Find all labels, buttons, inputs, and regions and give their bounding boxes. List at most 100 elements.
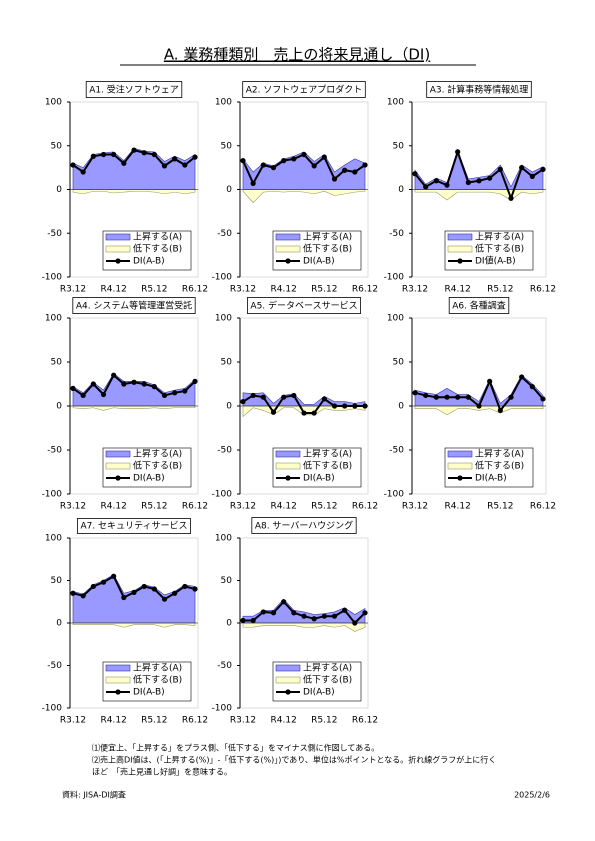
di-marker (121, 160, 127, 166)
y-tick-label: -50 (217, 446, 232, 456)
di-marker (141, 381, 147, 387)
di-marker (311, 410, 317, 416)
di-marker (161, 392, 168, 399)
y-tick-label: 100 (215, 314, 232, 324)
chart-title: A4. システム等管理運営受託 (76, 300, 192, 312)
y-tick-label: 100 (215, 534, 232, 544)
y-tick-label: 50 (393, 141, 405, 151)
legend-swatch (275, 676, 301, 684)
di-marker (70, 385, 76, 391)
di-marker (497, 166, 503, 172)
di-marker (281, 599, 287, 605)
legend-swatch (105, 450, 131, 458)
di-marker (240, 617, 246, 624)
y-tick-label: -50 (47, 229, 62, 239)
di-marker (311, 163, 317, 169)
page-title: A. 業務種類別 売上の将来見通し（DI) (164, 46, 430, 64)
y-tick-label: 0 (226, 402, 232, 412)
legend-marker (457, 475, 463, 481)
y-tick-label: 100 (387, 314, 404, 324)
di-marker (519, 374, 525, 380)
note: ⑴便宜上、「上昇する」をプラス側、「低下する」をマイナス側に作図してある。 (92, 743, 379, 753)
y-tick-label: 100 (45, 98, 62, 108)
x-tick-label: R6.12 (182, 285, 208, 295)
di-marker (192, 378, 198, 384)
legend-label: 低下する(B) (133, 460, 182, 472)
y-tick-label: 0 (226, 619, 232, 629)
x-tick-label: R6.12 (530, 502, 556, 512)
y-tick-label: 0 (56, 619, 62, 629)
legend-swatch (105, 233, 131, 241)
y-tick-label: 0 (398, 185, 404, 195)
di-marker (321, 154, 327, 160)
di-marker (182, 162, 188, 168)
y-tick-label: -100 (42, 273, 63, 283)
area (72, 574, 196, 624)
x-tick-label: R5.12 (141, 285, 167, 295)
legend-label: 低下する(B) (475, 460, 524, 472)
x-tick-label: R4.12 (101, 502, 127, 512)
chart-title: A5. データベースサービス (250, 300, 357, 312)
di-marker (301, 613, 307, 619)
legend-label: 低下する(B) (303, 460, 352, 472)
note: ⑵売上高DI値は、(「上昇する(%)」-「低下する(%)」)であり、単位は%ポイ… (92, 755, 496, 765)
x-tick-label: R6.12 (352, 502, 378, 512)
legend-label: 上昇する(A) (133, 449, 182, 460)
di-marker (90, 583, 96, 590)
y-tick-label: 50 (221, 141, 233, 151)
di-marker (465, 179, 471, 186)
legend-marker (285, 689, 291, 695)
di-marker (161, 596, 168, 602)
di-marker (519, 165, 525, 171)
y-tick-label: -100 (42, 704, 63, 714)
legend-swatch (447, 245, 473, 253)
legend-swatch (105, 664, 131, 672)
legend-label: DI(A-B) (303, 474, 335, 484)
x-tick-label: R6.12 (530, 285, 556, 295)
chart-title: A6. 各種調査 (452, 300, 506, 312)
di-marker (455, 149, 461, 155)
di-marker (131, 147, 137, 153)
di-marker (260, 394, 266, 400)
di-marker (412, 171, 418, 177)
di-marker (311, 616, 317, 622)
y-tick-label: 100 (45, 314, 62, 324)
di-marker (342, 607, 348, 613)
area (242, 189, 366, 204)
di-marker (151, 586, 157, 592)
di-marker (291, 392, 297, 399)
legend-swatch (275, 462, 301, 470)
di-marker (270, 610, 277, 616)
y-tick-label: -50 (47, 446, 62, 456)
di-marker (412, 390, 418, 396)
x-tick-label: R6.12 (352, 716, 378, 726)
chart-title: A1. 受注ソフトウェア (89, 84, 179, 96)
x-tick-label: R3.12 (402, 502, 428, 512)
di-marker (80, 593, 86, 599)
di-marker (476, 178, 482, 184)
y-tick-label: -100 (384, 273, 405, 283)
di-marker (111, 151, 117, 158)
legend-label: 低下する(B) (303, 243, 352, 255)
x-tick-label: R4.12 (445, 502, 471, 512)
chart-title: A7. セキュリティサービス (80, 521, 187, 532)
di-marker (362, 162, 368, 168)
legend-label: 上昇する(A) (133, 663, 182, 674)
di-marker (70, 590, 76, 596)
di-marker (508, 394, 514, 400)
y-tick-label: 50 (221, 576, 233, 586)
y-tick-label: -50 (389, 229, 404, 239)
di-marker (529, 384, 535, 390)
di-marker (497, 407, 503, 413)
area (242, 392, 366, 407)
di-marker (111, 372, 117, 378)
y-tick-label: 0 (56, 402, 62, 412)
y-tick-label: -100 (384, 490, 405, 500)
legend-label: 上昇する(A) (475, 232, 524, 243)
di-marker (240, 399, 246, 405)
title-box (251, 517, 357, 534)
di-marker (172, 156, 178, 162)
di-marker (131, 379, 137, 385)
x-tick-label: R5.12 (311, 716, 337, 726)
